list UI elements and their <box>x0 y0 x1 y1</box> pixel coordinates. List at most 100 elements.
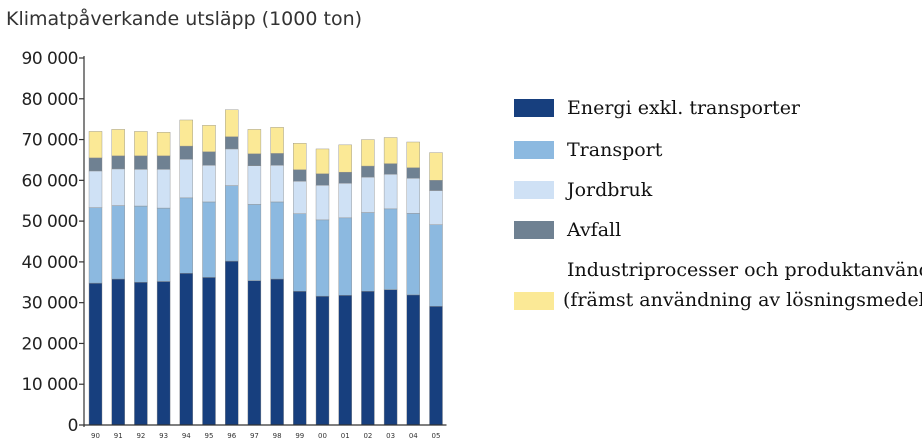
bar-segment <box>270 127 284 154</box>
bar-segment <box>293 143 307 170</box>
x-tick-label: 97 <box>250 432 259 440</box>
bar-segment <box>88 170 103 208</box>
legend-item: Transport <box>514 139 663 161</box>
bar-segment <box>338 171 352 184</box>
x-tick-label: 01 <box>341 432 350 440</box>
bar-segment <box>247 165 262 205</box>
x-tick-label: 96 <box>227 432 236 440</box>
bar-stack <box>134 131 148 426</box>
bar-stack <box>429 152 443 426</box>
bar-segment <box>202 201 216 278</box>
bar-segment <box>361 165 375 178</box>
bar-segment <box>270 278 284 426</box>
x-tick-label: 04 <box>409 432 418 440</box>
bar-segment <box>247 204 262 281</box>
bar-segment <box>315 295 330 426</box>
bar-segment <box>338 182 352 219</box>
bar-segment <box>247 280 262 426</box>
legend-label: Energi exkl. transporter <box>567 97 801 119</box>
legend: Energi exkl. transporter Transport Jordbru… <box>514 97 922 311</box>
y-tick-label: 30 000 <box>22 294 78 314</box>
y-tick-label: 70 000 <box>22 131 78 151</box>
bar-segment <box>179 273 194 426</box>
bar-stack <box>156 132 171 426</box>
bar-segment <box>361 176 375 213</box>
bar-segment <box>88 131 103 159</box>
bar-segment <box>293 169 307 182</box>
bar-segment <box>406 178 420 214</box>
x-tick-label: 92 <box>136 432 145 440</box>
y-tick-label: 20 000 <box>22 334 78 354</box>
bar-segment <box>156 132 171 157</box>
bar-segment <box>224 260 239 426</box>
bar-segment <box>270 153 284 166</box>
bar-stack <box>383 137 398 426</box>
bar-segment <box>315 173 330 186</box>
chart-title: Klimatpåverkande utsläpp (1000 ton) <box>6 7 362 30</box>
bar-segment <box>338 217 352 296</box>
x-axis: 90 91 92 93 94 95 96 97 98 99 00 01 02 03 04 05 <box>84 424 447 440</box>
bar-segment <box>338 295 352 426</box>
bar-stack <box>406 141 420 426</box>
bar-segment <box>179 197 194 274</box>
legend-label: Avfall <box>566 219 621 241</box>
bar-stack <box>224 109 239 426</box>
legend-item: Industriprocesser och produktanvändning … <box>514 259 922 311</box>
x-tick-label: 05 <box>432 432 441 440</box>
bar-segment <box>88 157 103 172</box>
x-tick-label: 02 <box>363 432 372 440</box>
y-axis: 0 10 000 20 000 30 000 40 000 50 000 60 000 70 … <box>22 49 85 436</box>
x-tick-label: 94 <box>182 432 191 440</box>
bar-segment <box>224 185 239 262</box>
bar-segment <box>247 153 262 166</box>
bar-segment <box>224 148 239 186</box>
bar-segment <box>406 213 420 296</box>
bar-segment <box>88 207 103 284</box>
bar-segment <box>338 144 352 173</box>
bar-segment <box>429 180 443 191</box>
bar-segment <box>88 282 103 426</box>
y-tick-label: 40 000 <box>22 253 78 273</box>
bar-segment <box>111 278 125 426</box>
bar-segment <box>179 145 194 160</box>
bar-segment <box>383 174 398 210</box>
bar-segment <box>111 168 125 206</box>
bar-segment <box>156 207 171 282</box>
bar-segment <box>383 208 398 290</box>
bar-segment <box>293 291 307 426</box>
legend-label: Transport <box>567 139 663 161</box>
bar-segment <box>134 282 148 426</box>
y-tick-label: 90 000 <box>22 49 78 69</box>
x-tick-label: 90 <box>91 432 100 440</box>
bar-stack <box>88 131 103 426</box>
bar-segment <box>179 119 194 147</box>
x-tick-label: 00 <box>318 432 327 440</box>
bar-segment <box>429 224 443 307</box>
bar-segment <box>134 205 148 283</box>
bar-segment <box>179 158 194 199</box>
legend-label: Industriprocesser och produktanvändning <box>567 259 922 281</box>
bar-segment <box>111 129 125 157</box>
bar-segment <box>134 169 148 207</box>
legend-swatch <box>514 292 554 310</box>
y-tick-label: 50 000 <box>22 212 78 232</box>
bar-stack <box>293 143 307 426</box>
bar-segment <box>247 129 262 155</box>
legend-swatch <box>514 99 554 117</box>
x-tick-label: 91 <box>114 432 123 440</box>
bar-segment <box>134 131 148 157</box>
bar-segment <box>429 190 443 225</box>
bar-stack <box>179 119 194 426</box>
x-tick-label: 03 <box>386 432 395 440</box>
bar-segment <box>293 180 307 214</box>
x-tick-label: 93 <box>159 432 168 440</box>
legend-swatch <box>514 181 554 199</box>
bar-segment <box>383 137 398 164</box>
bar-segment <box>202 125 216 152</box>
bar-segment <box>361 291 375 426</box>
bars <box>88 109 443 426</box>
bar-segment <box>224 109 239 137</box>
bar-segment <box>202 277 216 426</box>
bar-stack <box>247 129 262 426</box>
